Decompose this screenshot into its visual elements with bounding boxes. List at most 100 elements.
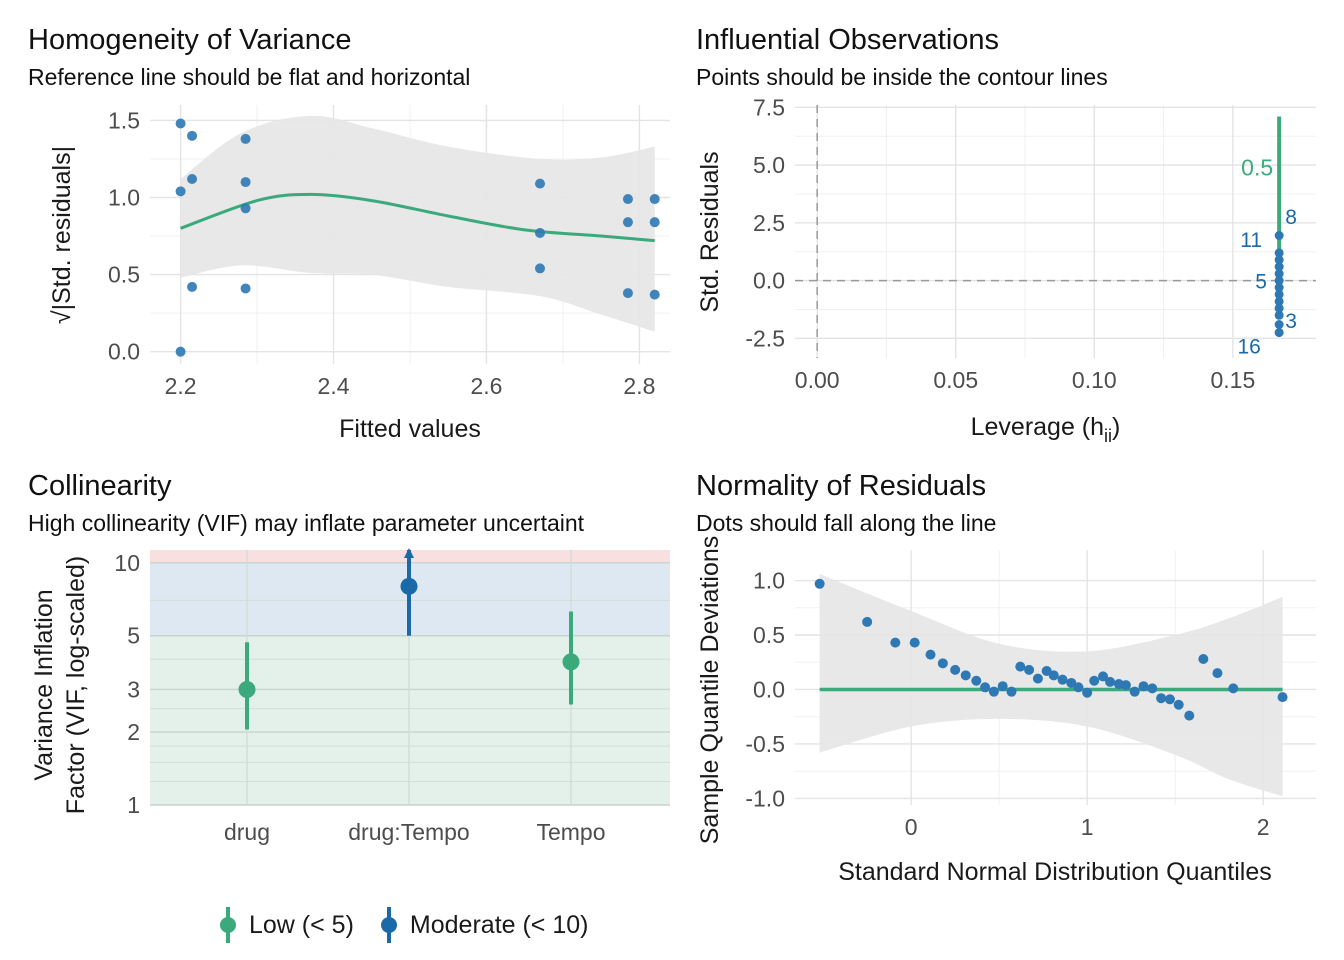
homogeneity-point bbox=[240, 203, 251, 214]
homogeneity-reference-line bbox=[180, 192, 655, 243]
collinearity-vif-point bbox=[400, 577, 418, 595]
normality-point bbox=[971, 675, 982, 686]
normality-point bbox=[980, 682, 991, 693]
influential-xtick-label: 0.00 bbox=[795, 367, 840, 393]
normality-point bbox=[1212, 668, 1223, 679]
collinearity-ytick-label: 1 bbox=[127, 792, 140, 818]
influential-point bbox=[1274, 310, 1284, 320]
normality-point bbox=[1129, 686, 1140, 697]
collinearity-xtick-label: Tempo bbox=[536, 819, 605, 845]
normality-title: Normality of Residuals bbox=[696, 470, 987, 502]
legend-moderate-label: Moderate (< 10) bbox=[409, 910, 589, 939]
influential-subtitle: Points should be inside the contour line… bbox=[696, 64, 1108, 90]
influential-point bbox=[1274, 231, 1284, 241]
influential-point bbox=[1274, 296, 1284, 306]
influential-ytick-label: 2.5 bbox=[753, 210, 785, 236]
homogeneity-point bbox=[187, 174, 198, 184]
collinearity-xtick-label: drug bbox=[224, 819, 270, 845]
influential-point-label: 5 bbox=[1255, 271, 1267, 294]
normality-x-axis-label: Standard Normal Distribution Quantiles bbox=[838, 858, 1272, 886]
influential-xtick-label: 0.10 bbox=[1072, 367, 1117, 393]
normality-point bbox=[1073, 682, 1084, 693]
influential-point bbox=[1274, 248, 1284, 258]
normality-point bbox=[1198, 653, 1209, 664]
collinearity-ytick-label: 5 bbox=[127, 623, 140, 649]
homogeneity-point bbox=[649, 217, 660, 228]
homogeneity-xtick-label: 2.2 bbox=[165, 373, 197, 399]
normality-point bbox=[862, 616, 873, 627]
influential-title: Influential Observations bbox=[696, 24, 1000, 56]
normality-point bbox=[1089, 675, 1100, 686]
influential-point bbox=[1274, 262, 1284, 272]
normality-point bbox=[1024, 664, 1035, 675]
normality-point bbox=[1098, 671, 1109, 682]
homogeneity-point bbox=[622, 288, 633, 299]
collinearity-ci-arrow bbox=[404, 548, 414, 558]
collinearity-ytick-label: 10 bbox=[114, 550, 140, 576]
normality-point bbox=[1082, 687, 1093, 698]
influential-point bbox=[1274, 289, 1284, 299]
homogeneity-point bbox=[622, 217, 633, 228]
homogeneity-point bbox=[187, 281, 198, 292]
normality-point bbox=[1048, 670, 1059, 681]
collinearity-vif-point bbox=[562, 653, 580, 671]
influential-ytick-label: -2.5 bbox=[745, 325, 785, 351]
influential-point bbox=[1274, 303, 1284, 313]
influential-point-label: 3 bbox=[1285, 310, 1297, 333]
influential-point-label: 16 bbox=[1237, 335, 1260, 358]
normality-xtick-label: 0 bbox=[905, 814, 918, 840]
legend-low-label: Low (< 5) bbox=[249, 910, 354, 939]
normality-point bbox=[988, 686, 999, 697]
normality-xtick-label: 2 bbox=[1257, 814, 1270, 840]
homogeneity-title: Homogeneity of Variance bbox=[28, 24, 352, 56]
normality-point bbox=[1015, 661, 1026, 672]
legend-moderate-key bbox=[380, 907, 397, 943]
homogeneity-point bbox=[535, 227, 545, 238]
homogeneity-point bbox=[240, 133, 251, 144]
homogeneity-ytick-label: 1.0 bbox=[108, 185, 140, 211]
legend-low-key bbox=[220, 907, 236, 943]
homogeneity-x-axis-label: Fitted values bbox=[339, 415, 481, 443]
normality-point bbox=[1156, 693, 1167, 704]
homogeneity-point bbox=[535, 263, 545, 274]
normality-ytick-label: -0.5 bbox=[745, 731, 785, 757]
normality-point bbox=[890, 637, 901, 648]
normality-point bbox=[1228, 683, 1239, 694]
influential-point-label: 8 bbox=[1285, 206, 1297, 229]
homogeneity-point bbox=[240, 177, 251, 188]
normality-point bbox=[937, 658, 948, 669]
homogeneity-y-axis-label: √|Std. residuals| bbox=[48, 146, 76, 324]
normality-point bbox=[1173, 699, 1184, 710]
normality-confidence-band bbox=[819, 573, 1283, 797]
homogeneity-subtitle: Reference line should be flat and horizo… bbox=[28, 64, 471, 90]
normality-xtick-label: 1 bbox=[1081, 814, 1094, 840]
influential-ytick-label: 5.0 bbox=[753, 152, 785, 178]
normality-point bbox=[1277, 692, 1288, 703]
collinearity-vif-point bbox=[238, 680, 256, 698]
influential-xtick-label: 0.15 bbox=[1210, 367, 1255, 393]
normality-point bbox=[1006, 686, 1017, 697]
influential-point bbox=[1274, 328, 1284, 338]
homogeneity-point bbox=[535, 178, 545, 189]
influential-y-axis-label: Std. Residuals bbox=[696, 151, 724, 312]
normality-subtitle: Dots should fall along the line bbox=[696, 510, 997, 536]
normality-point bbox=[1105, 676, 1116, 687]
homogeneity-point bbox=[187, 130, 198, 141]
normality-point bbox=[814, 578, 825, 589]
influential-xtick-label: 0.05 bbox=[933, 367, 978, 393]
influential-point bbox=[1274, 319, 1284, 329]
homogeneity-point bbox=[649, 289, 660, 300]
normality-ytick-label: 1.0 bbox=[753, 568, 785, 594]
collinearity-zone-low bbox=[150, 635, 670, 805]
homogeneity-point bbox=[175, 346, 186, 357]
homogeneity-ytick-label: 0.0 bbox=[108, 339, 140, 365]
homogeneity-point bbox=[175, 118, 186, 129]
homogeneity-point bbox=[649, 194, 660, 205]
normality-point bbox=[1120, 680, 1131, 691]
normality-point bbox=[1138, 681, 1149, 692]
collinearity-title: Collinearity bbox=[28, 470, 172, 502]
vif-legend: Low (< 5) Moderate (< 10) bbox=[215, 905, 611, 945]
homogeneity-xtick-label: 2.6 bbox=[470, 373, 502, 399]
influential-point bbox=[1274, 255, 1284, 265]
